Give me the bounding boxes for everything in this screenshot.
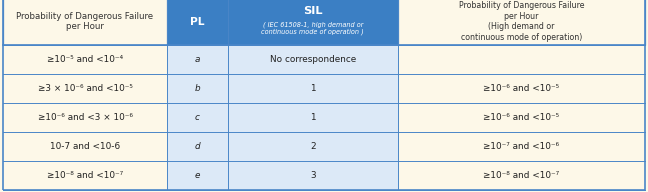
Bar <box>398 0 645 45</box>
Text: Probability of Dangerous Failure
per Hour: Probability of Dangerous Failure per Hou… <box>16 12 154 31</box>
Bar <box>3 161 167 190</box>
Bar <box>228 103 398 132</box>
Text: ≥3 × 10⁻⁶ and <10⁻⁵: ≥3 × 10⁻⁶ and <10⁻⁵ <box>38 84 132 93</box>
Bar <box>167 45 228 74</box>
Bar <box>398 45 645 74</box>
Bar <box>3 103 167 132</box>
Bar <box>167 0 398 45</box>
Text: PL: PL <box>190 17 205 26</box>
Bar <box>3 0 167 45</box>
Text: Probability of Dangerous Failure
per Hour
(High demand or
continuous mode of ope: Probability of Dangerous Failure per Hou… <box>459 1 584 42</box>
Text: ( IEC 61508-1, high demand or
continuous mode of operation ): ( IEC 61508-1, high demand or continuous… <box>261 21 364 36</box>
Text: 1: 1 <box>310 84 316 93</box>
Text: 10-7 and <10-6: 10-7 and <10-6 <box>50 142 120 151</box>
Text: ≥10⁻⁸ and <10⁻⁷: ≥10⁻⁸ and <10⁻⁷ <box>483 171 559 180</box>
Text: e: e <box>194 171 200 180</box>
Bar <box>3 45 167 74</box>
Text: ≥10⁻⁶ and <10⁻⁵: ≥10⁻⁶ and <10⁻⁵ <box>483 84 559 93</box>
Bar <box>167 74 228 103</box>
Bar <box>398 161 645 190</box>
Bar <box>228 132 398 161</box>
Bar <box>228 74 398 103</box>
Bar <box>167 161 228 190</box>
Text: ≥10⁻⁶ and <10⁻⁵: ≥10⁻⁶ and <10⁻⁵ <box>483 113 559 122</box>
Text: 1: 1 <box>310 113 316 122</box>
Text: 3: 3 <box>310 171 316 180</box>
Text: ≥10⁻⁶ and <3 × 10⁻⁶: ≥10⁻⁶ and <3 × 10⁻⁶ <box>38 113 133 122</box>
Text: d: d <box>194 142 200 151</box>
Text: ≥10⁻⁵ and <10⁻⁴: ≥10⁻⁵ and <10⁻⁴ <box>47 55 123 64</box>
Bar <box>398 74 645 103</box>
Text: a: a <box>194 55 200 64</box>
Text: ≥10⁻⁸ and <10⁻⁷: ≥10⁻⁸ and <10⁻⁷ <box>47 171 123 180</box>
Bar <box>167 103 228 132</box>
Text: c: c <box>195 113 200 122</box>
Bar <box>3 74 167 103</box>
Text: 2: 2 <box>310 142 316 151</box>
Bar <box>228 45 398 74</box>
Text: SIL: SIL <box>303 6 323 16</box>
Bar <box>398 103 645 132</box>
Text: b: b <box>194 84 200 93</box>
Bar <box>3 132 167 161</box>
Bar <box>228 161 398 190</box>
Text: ≥10⁻⁷ and <10⁻⁶: ≥10⁻⁷ and <10⁻⁶ <box>483 142 559 151</box>
Bar <box>398 132 645 161</box>
Bar <box>167 132 228 161</box>
Text: No correspondence: No correspondence <box>270 55 356 64</box>
